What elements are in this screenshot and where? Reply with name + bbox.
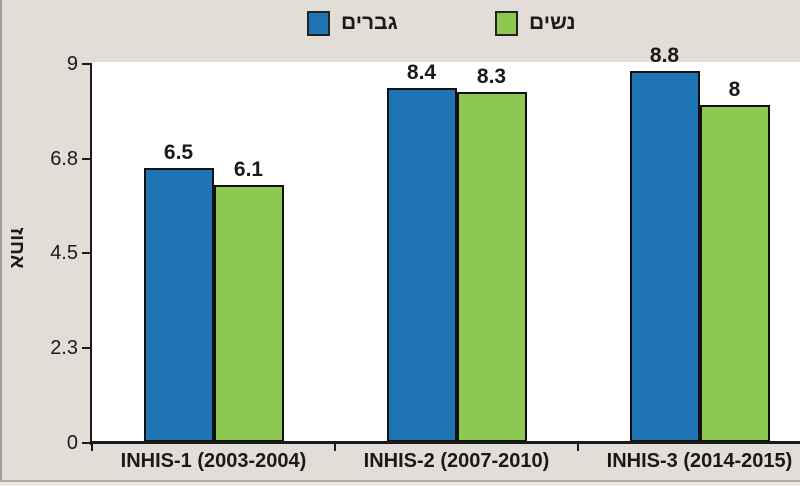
bar-value-label: 6.5 xyxy=(163,141,194,164)
bar-value-label: 8.3 xyxy=(476,65,507,88)
y-axis-tick-label: 6.8 xyxy=(50,148,78,170)
y-axis-tick xyxy=(82,442,91,444)
bar-women xyxy=(213,185,284,442)
bottom-border-line xyxy=(0,480,800,482)
y-axis-line xyxy=(90,63,92,445)
y-axis-tick-label: 4.5 xyxy=(50,242,78,264)
legend-item-men: גברים xyxy=(307,10,398,36)
legend-item-women: נשים xyxy=(495,10,576,36)
x-category-label: INHIS-1 (2003-2004) xyxy=(120,450,307,472)
bar-women xyxy=(456,92,527,442)
legend-swatch-men-icon xyxy=(307,10,330,36)
legend-label-men: גברים xyxy=(341,11,398,34)
x-category-label: INHIS-3 (2014-2015) xyxy=(606,450,793,472)
y-axis-tick-label: 2.3 xyxy=(50,337,78,359)
left-border-line xyxy=(0,0,2,486)
x-axis-tick xyxy=(91,444,93,451)
legend-swatch-women-icon xyxy=(495,10,518,36)
y-axis-tick xyxy=(82,63,91,65)
bar-value-label: 8.4 xyxy=(406,61,437,84)
x-axis-tick xyxy=(334,444,336,451)
y-axis-title: אחוז xyxy=(6,227,28,269)
y-axis-tick-label: 9 xyxy=(66,53,78,75)
y-axis-tick xyxy=(82,158,91,160)
x-axis-line xyxy=(90,441,800,444)
x-category-label: INHIS-2 (2007-2010) xyxy=(363,450,550,472)
y-axis-tick xyxy=(82,347,91,349)
legend-label-women: נשים xyxy=(529,11,576,34)
y-axis-tick-label: 0 xyxy=(66,432,78,454)
bar-men xyxy=(143,168,214,442)
bar-value-label: 6.1 xyxy=(233,158,264,181)
bar-men xyxy=(629,71,700,442)
bar-value-label: 8 xyxy=(728,78,741,101)
bar-women xyxy=(699,105,770,442)
bottom-edge-strip xyxy=(0,482,800,486)
bar-men xyxy=(386,88,457,442)
bar-value-label: 8.8 xyxy=(649,44,680,67)
x-axis-tick xyxy=(577,444,579,451)
y-axis-tick xyxy=(82,252,91,254)
